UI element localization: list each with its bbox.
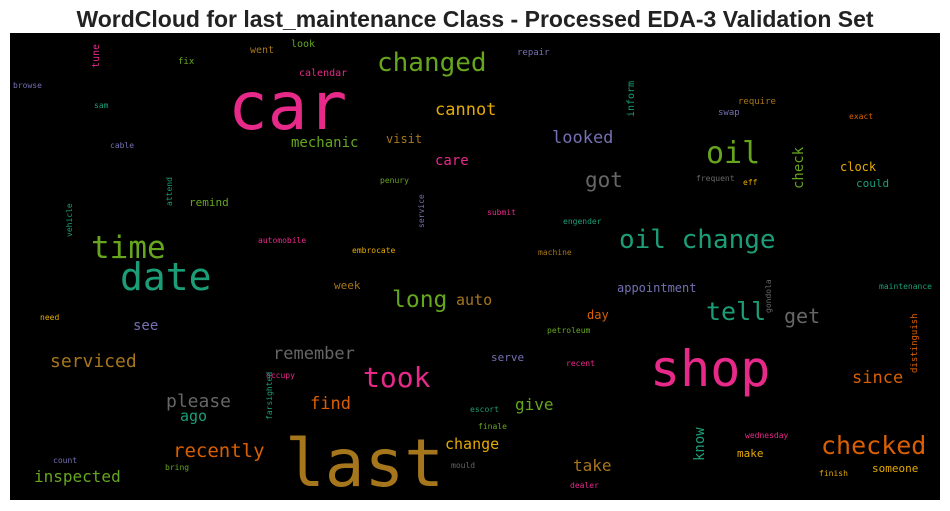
word-occupy: occupy bbox=[266, 371, 295, 380]
word-week: week bbox=[334, 279, 361, 292]
word-calendar: calendar bbox=[299, 68, 347, 79]
word-embrocate: embrocate bbox=[352, 246, 396, 255]
word-change: change bbox=[445, 435, 499, 453]
word-mould: mould bbox=[451, 461, 475, 470]
word-took: took bbox=[363, 361, 431, 394]
word-clock: clock bbox=[840, 160, 877, 174]
word-bring: bring bbox=[165, 463, 189, 472]
word-oil-change: oil change bbox=[619, 225, 776, 255]
word-find: find bbox=[310, 394, 351, 414]
word-changed: changed bbox=[377, 48, 487, 78]
word-tune: tune bbox=[91, 44, 102, 68]
word-get: get bbox=[784, 304, 820, 328]
word-look: look bbox=[291, 39, 315, 50]
word-repair: repair bbox=[517, 48, 550, 58]
word-tell: tell bbox=[706, 297, 766, 326]
word-machine: machine bbox=[538, 248, 572, 257]
word-got: got bbox=[585, 168, 623, 192]
word-wednesday: wednesday bbox=[745, 431, 789, 440]
word-browse: browse bbox=[13, 81, 42, 90]
word-maintenance: maintenance bbox=[879, 282, 932, 291]
word-count: count bbox=[53, 456, 77, 465]
word-serviced: serviced bbox=[50, 351, 137, 372]
word-make: make bbox=[737, 447, 764, 460]
word-need: need bbox=[40, 313, 59, 322]
word-automobile: automobile bbox=[258, 236, 306, 245]
word-finish: finish bbox=[819, 469, 848, 478]
word-ago: ago bbox=[180, 407, 207, 425]
word-last: last bbox=[285, 425, 444, 500]
word-recently: recently bbox=[173, 440, 265, 462]
word-mechanic: mechanic bbox=[291, 135, 358, 151]
word-service: service bbox=[417, 194, 426, 228]
word-gondola: gondola bbox=[764, 279, 773, 313]
word-could: could bbox=[856, 177, 889, 190]
word-someone: someone bbox=[872, 462, 918, 475]
word-vehicle: vehicle bbox=[65, 203, 74, 237]
word-finale: finale bbox=[478, 422, 507, 431]
word-see: see bbox=[133, 318, 158, 334]
word-care: care bbox=[435, 153, 469, 169]
word-farsighted: farsighted bbox=[265, 372, 274, 420]
word-day: day bbox=[587, 308, 609, 322]
word-recent: recent bbox=[566, 359, 595, 368]
word-checked: checked bbox=[821, 431, 926, 460]
word-date: date bbox=[120, 255, 212, 299]
word-distinguish: distinguish bbox=[910, 313, 920, 373]
word-swap: swap bbox=[718, 108, 740, 118]
word-since: since bbox=[852, 368, 903, 388]
word-inspected: inspected bbox=[34, 467, 121, 486]
word-oil: oil bbox=[706, 136, 760, 171]
word-serve: serve bbox=[491, 351, 524, 364]
word-car: car bbox=[228, 68, 347, 145]
word-give: give bbox=[515, 395, 554, 414]
word-submit: submit bbox=[487, 208, 516, 217]
word-petroleum: petroleum bbox=[547, 326, 591, 335]
word-long: long bbox=[392, 287, 447, 313]
word-check: check bbox=[791, 146, 807, 189]
word-auto: auto bbox=[456, 291, 492, 309]
chart-title: WordCloud for last_maintenance Class - P… bbox=[76, 6, 874, 32]
word-penury: penury bbox=[380, 176, 409, 185]
word-remind: remind bbox=[189, 196, 229, 209]
word-cable: cable bbox=[110, 141, 134, 150]
word-shop: shop bbox=[650, 340, 770, 398]
word-exact: exact bbox=[849, 112, 873, 121]
word-require: require bbox=[738, 97, 776, 107]
word-escort: escort bbox=[470, 405, 499, 414]
word-know: know bbox=[692, 427, 708, 461]
word-went: went bbox=[250, 45, 274, 56]
word-sam: sam bbox=[94, 101, 109, 110]
word-fix: fix bbox=[178, 57, 195, 67]
word-inform: inform bbox=[626, 81, 637, 117]
word-frequent: frequent bbox=[696, 174, 735, 183]
word-engender: engender bbox=[563, 217, 602, 226]
word-eff: eff bbox=[743, 178, 758, 187]
word-looked: looked bbox=[552, 128, 613, 148]
word-remember: remember bbox=[273, 344, 355, 364]
word-dealer: dealer bbox=[570, 481, 599, 490]
word-please: please bbox=[166, 391, 231, 412]
wordcloud-canvas: car last shop date time oil change changed oil t… bbox=[10, 33, 940, 500]
word-appointment: appointment bbox=[617, 281, 696, 295]
word-cannot: cannot bbox=[435, 100, 496, 120]
word-visit: visit bbox=[386, 132, 422, 146]
word-attend: attend bbox=[165, 177, 174, 206]
word-take: take bbox=[573, 456, 612, 475]
word-time: time bbox=[91, 230, 166, 266]
